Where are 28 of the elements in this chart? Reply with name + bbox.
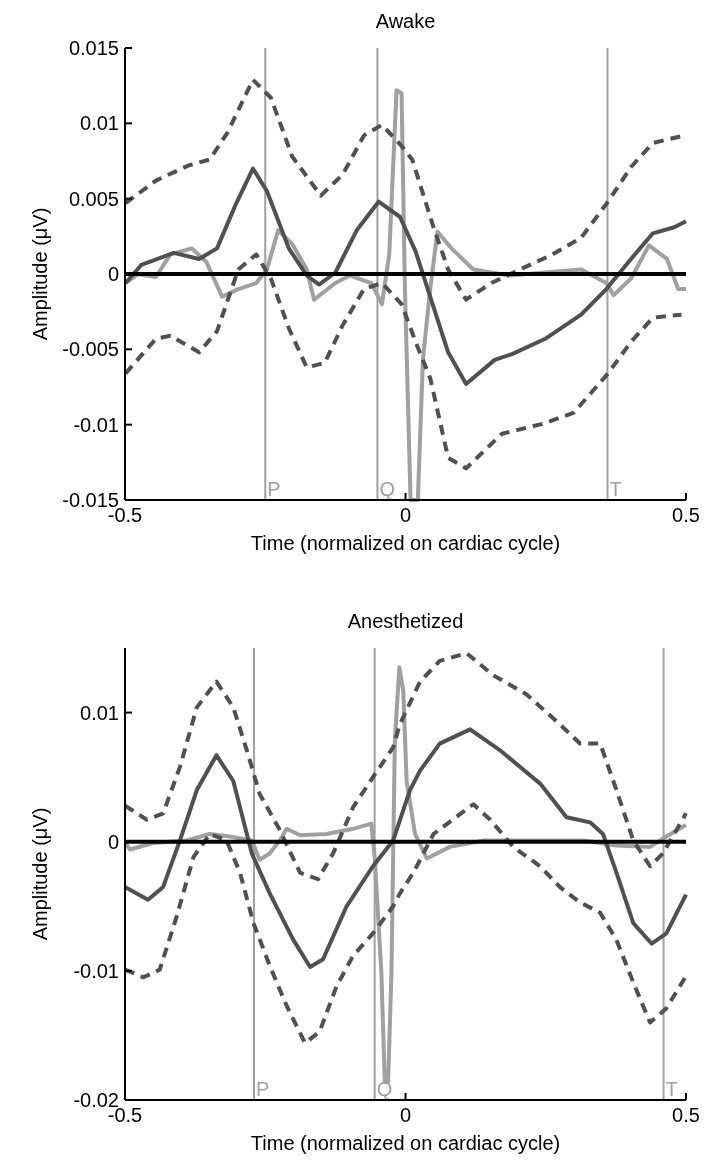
y-tick-label: 0.015 [68,37,119,59]
y-tick-label: 0.01 [80,701,119,724]
chart-title: Awake [375,10,436,32]
y-tick-label: -0.005 [62,338,119,361]
ref-line-label: T [665,1078,678,1100]
x-tick-label: 0 [399,504,412,526]
x-tick-label: 0.5 [672,504,700,526]
y-tick-label: 0.005 [68,187,119,210]
ref-line-label: Q [379,478,396,500]
chart-title: Anesthetized [347,610,464,632]
y-tick-label: -0.01 [73,959,119,982]
line-series [123,252,684,471]
line-series [123,727,688,969]
line-series [123,651,688,882]
y-tick-label: 0.01 [80,112,119,135]
x-axis-title: Time (normalized on cardiac cycle) [250,1132,561,1154]
y-axis-title: Amplitude (μV) [29,807,51,941]
x-tick-label: 0 [399,1104,412,1126]
ref-line-label: P [256,1078,270,1100]
x-axis-title: Time (normalized on cardiac cycle) [250,532,561,554]
x-tick-label: 0.5 [672,1104,700,1126]
line-series [123,166,688,386]
y-axis-title: Amplitude (μV) [29,207,51,341]
y-tick-label: 0 [107,830,119,853]
ref-line-label: T [609,478,622,500]
ref-line-label: P [267,478,281,500]
y-tick-label: 0 [107,263,119,285]
y-tick-label: -0.01 [73,413,119,436]
